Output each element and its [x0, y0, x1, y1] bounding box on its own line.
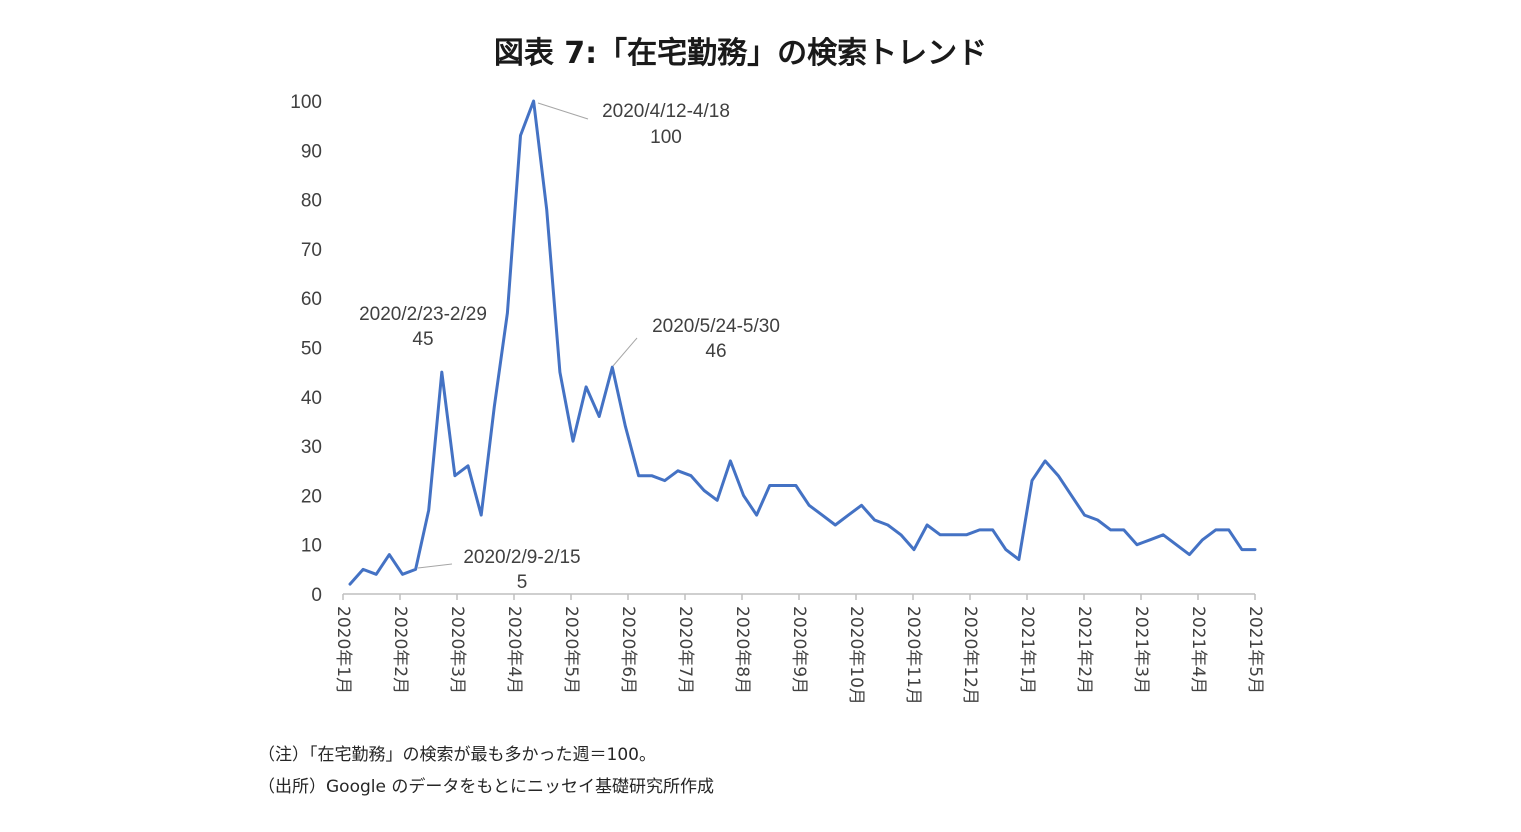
annotation-value-label: 5 [517, 572, 528, 593]
series-line [348, 99, 1257, 586]
annotation-layer: 2020/2/9-2/15 5 2020/2/23-2/29 45 2020/4/12-… [359, 101, 780, 593]
annotation-value-label: 45 [412, 329, 433, 350]
annotation-value-label: 100 [650, 127, 682, 148]
annotation-date-label: 2020/4/12-4/18 [602, 101, 730, 122]
y-tick-label: 50 [301, 339, 322, 360]
x-tick-label: 2021年2月 [1074, 606, 1094, 694]
y-tick-label: 80 [301, 191, 322, 212]
annotation-date-label: 2020/2/9-2/15 [463, 547, 580, 568]
annotation-date-label: 2020/2/23-2/29 [359, 304, 487, 325]
x-tick-label: 2021年1月 [1017, 606, 1037, 694]
x-tick-label: 2020年6月 [618, 606, 638, 694]
x-tick-label: 2020年11月 [903, 606, 923, 705]
annotation-leader-line [612, 337, 638, 367]
x-tick-label: 2020年7月 [675, 606, 695, 694]
x-tick-label: 2020年3月 [447, 606, 467, 694]
x-tick-label: 2021年4月 [1188, 606, 1208, 694]
x-tick-label: 2020年10月 [846, 606, 866, 705]
y-tick-label: 60 [301, 289, 322, 310]
x-tick-label: 2020年5月 [561, 606, 581, 694]
y-tick-label: 100 [290, 92, 322, 113]
x-tick-label: 2020年1月 [333, 606, 353, 694]
footnote-source: （出所）Google のデータをもとにニッセイ基礎研究所作成 [258, 777, 715, 797]
x-tick-label: 2020年2月 [390, 606, 410, 694]
x-tick-label: 2020年12月 [960, 606, 980, 705]
x-tick-label: 2020年4月 [504, 606, 524, 694]
annotation-value-label: 46 [705, 341, 726, 362]
footnote-note: （注）「在宅勤務」の検索が最も多かった週＝100。 [258, 745, 656, 765]
y-tick-label: 40 [301, 388, 322, 409]
annotation-leader-line [417, 563, 453, 569]
x-tick-label: 2021年3月 [1131, 606, 1151, 694]
y-tick-label: 10 [301, 536, 322, 557]
annotation-leader-line [537, 102, 589, 120]
y-tick-label: 20 [301, 486, 322, 507]
y-tick-label: 30 [301, 437, 322, 458]
y-tick-label: 70 [301, 240, 322, 261]
x-axis-labels: 2020年1月 2020年2月 2020年3月 2020年4月 2020年5月 2020年… [333, 606, 1265, 705]
y-tick-label: 90 [301, 141, 322, 162]
x-tick-label: 2021年5月 [1245, 606, 1265, 694]
y-axis-labels: 0 10 20 30 40 50 60 70 80 90 100 [290, 92, 322, 606]
series-layer [348, 99, 1257, 586]
chart-title: 図表 7:「在宅勤務」の検索トレンド [493, 36, 988, 71]
x-tick-label: 2020年9月 [789, 606, 809, 694]
x-tick-label: 2020年8月 [732, 606, 752, 694]
x-axis [342, 593, 1256, 600]
annotation-date-label: 2020/5/24-5/30 [652, 316, 780, 337]
y-tick-label: 0 [311, 585, 322, 606]
